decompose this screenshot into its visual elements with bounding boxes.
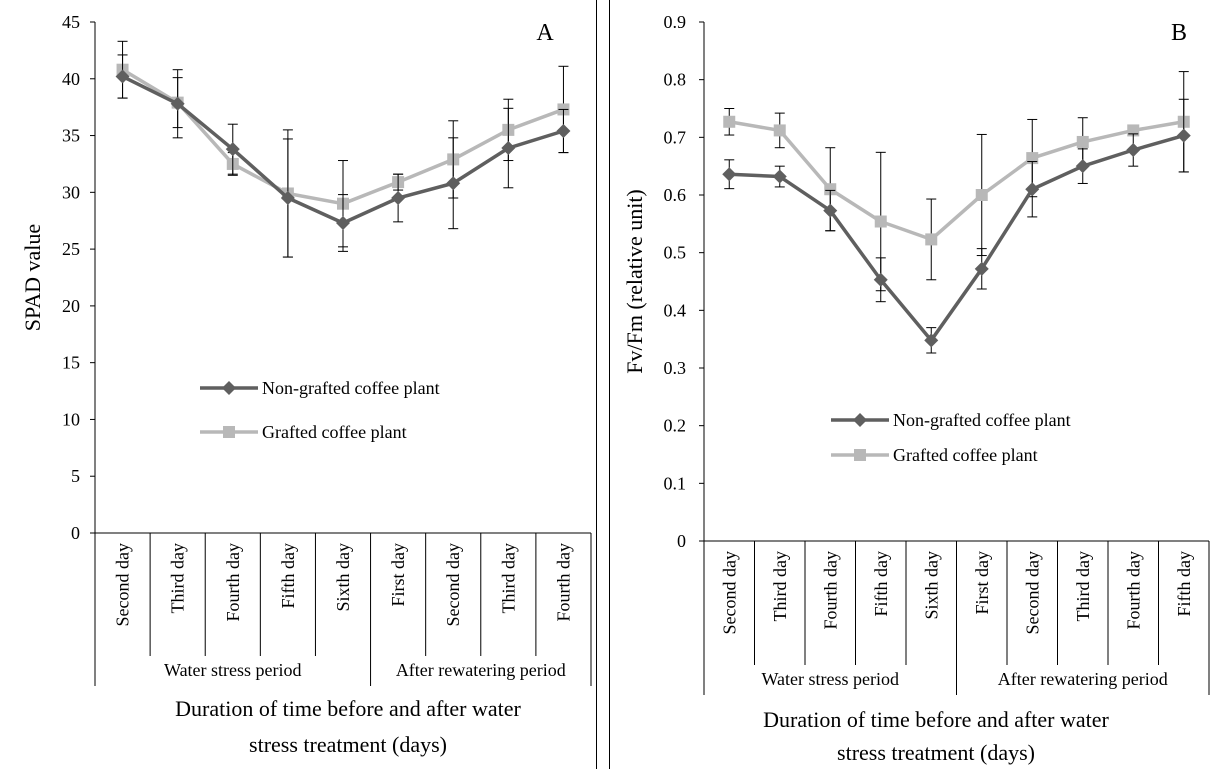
- y-tick-label: 0.8: [664, 70, 687, 90]
- y-tick-label: 40: [62, 69, 80, 89]
- y-tick-label: 0: [71, 523, 80, 543]
- data-point-grafted: [1076, 135, 1089, 148]
- x-tick-label: Fourth day: [223, 543, 243, 622]
- y-tick-label: 5: [71, 466, 80, 486]
- data-point-non-grafted: [225, 142, 240, 157]
- x-tick-label: Second day: [443, 543, 463, 626]
- y-tick-label: 25: [62, 239, 80, 259]
- group-label: After rewatering period: [998, 669, 1168, 689]
- y-axis-label: Fv/Fm (relative unit): [622, 189, 647, 374]
- x-tick-label: Fifth day: [278, 543, 298, 609]
- legend-label: Non-grafted coffee plant: [262, 378, 440, 398]
- data-point-grafted: [824, 183, 837, 196]
- y-tick-label: 0: [677, 531, 686, 551]
- y-tick-label: 0.5: [664, 243, 687, 263]
- data-point-non-grafted: [115, 69, 130, 84]
- x-axis-title: stress treatment (days): [837, 740, 1035, 765]
- panel-a-frame: [0, 0, 597, 769]
- x-tick-label: Second day: [113, 543, 133, 626]
- data-point-non-grafted: [873, 272, 888, 287]
- y-tick-label: 35: [62, 126, 80, 146]
- chart-a: 0 5 10 15 20 25 30 35 40 45 SPAD value Second day Th…: [20, 12, 592, 757]
- y-tick-label: 0.9: [664, 12, 687, 32]
- data-point-grafted: [723, 115, 736, 128]
- data-point-grafted: [874, 215, 887, 228]
- legend-marker: [853, 413, 867, 427]
- chart-b: 0 0.1 0.2 0.3 0.4 0.5 0.6 0.7 0.8 0.9 Fv/Fm (relat…: [622, 12, 1210, 765]
- y-tick-label: 0.3: [664, 358, 687, 378]
- data-point-non-grafted: [556, 124, 571, 139]
- group-label: Water stress period: [164, 660, 302, 680]
- data-point-non-grafted: [336, 215, 350, 230]
- x-axis-title: stress treatment (days): [249, 732, 447, 757]
- y-tick-label: 10: [62, 409, 80, 429]
- data-point-non-grafted: [501, 141, 516, 156]
- panel-label: B: [1171, 20, 1187, 46]
- y-tick-label: 15: [62, 353, 80, 373]
- y-tick-label: 0.1: [664, 473, 687, 493]
- legend-marker: [222, 381, 236, 395]
- data-point-grafted: [975, 189, 988, 201]
- group-label: After rewatering period: [396, 660, 566, 680]
- x-tick-label: Third day: [498, 543, 518, 613]
- data-point-non-grafted: [1126, 143, 1141, 158]
- x-tick-label: Fifth day: [871, 551, 891, 617]
- y-tick-label: 0.6: [664, 185, 687, 205]
- data-point-non-grafted: [1075, 159, 1090, 174]
- series-line: [729, 133, 1185, 343]
- data-point-non-grafted: [722, 167, 737, 182]
- legend-label: Grafted coffee plant: [893, 445, 1038, 465]
- x-tick-label: Sixth day: [333, 543, 353, 612]
- legend-marker: [223, 426, 235, 438]
- x-tick-label: First day: [972, 551, 992, 615]
- x-tick-label: Fourth day: [553, 543, 573, 622]
- panel-b-frame: [609, 0, 1215, 769]
- x-tick-label: Third day: [168, 543, 188, 613]
- legend-label: Non-grafted coffee plant: [893, 410, 1071, 430]
- data-point-non-grafted: [974, 261, 989, 276]
- data-point-non-grafted: [170, 96, 185, 111]
- y-tick-label: 30: [62, 182, 80, 202]
- x-tick-label: Third day: [1073, 551, 1093, 621]
- y-tick-label: 0.2: [664, 416, 687, 436]
- x-tick-label: Second day: [1022, 551, 1042, 634]
- data-point-non-grafted: [1025, 182, 1040, 197]
- data-point-grafted: [773, 124, 786, 137]
- x-tick-label: Fifth day: [1174, 551, 1194, 617]
- x-tick-label: Third day: [770, 551, 790, 621]
- y-tick-label: 0.7: [664, 127, 687, 147]
- y-tick-label: 45: [62, 12, 80, 32]
- y-tick-label: 20: [62, 296, 80, 316]
- data-point-grafted: [925, 233, 938, 246]
- x-tick-label: Fourth day: [820, 551, 840, 630]
- x-tick-label: Second day: [719, 551, 739, 634]
- panel-label: A: [536, 20, 554, 46]
- y-axis-label: SPAD value: [20, 224, 45, 331]
- series-line: [728, 120, 1185, 242]
- x-tick-label: Sixth day: [921, 551, 941, 620]
- x-axis-title: Duration of time before and after water: [175, 696, 521, 721]
- group-label: Water stress period: [761, 669, 899, 689]
- data-point-non-grafted: [924, 333, 939, 348]
- data-point-non-grafted: [1176, 128, 1191, 143]
- data-point-non-grafted: [823, 203, 838, 218]
- legend-label: Grafted coffee plant: [262, 422, 407, 442]
- x-axis-title: Duration of time before and after water: [763, 707, 1109, 732]
- data-point-non-grafted: [391, 191, 406, 206]
- legend-marker: [854, 449, 866, 461]
- y-tick-label: 0.4: [664, 300, 687, 320]
- data-point-non-grafted: [772, 169, 787, 184]
- data-point-non-grafted: [446, 176, 461, 191]
- data-point-non-grafted: [280, 191, 295, 206]
- x-tick-label: First day: [388, 543, 408, 607]
- x-tick-label: Fourth day: [1123, 551, 1143, 630]
